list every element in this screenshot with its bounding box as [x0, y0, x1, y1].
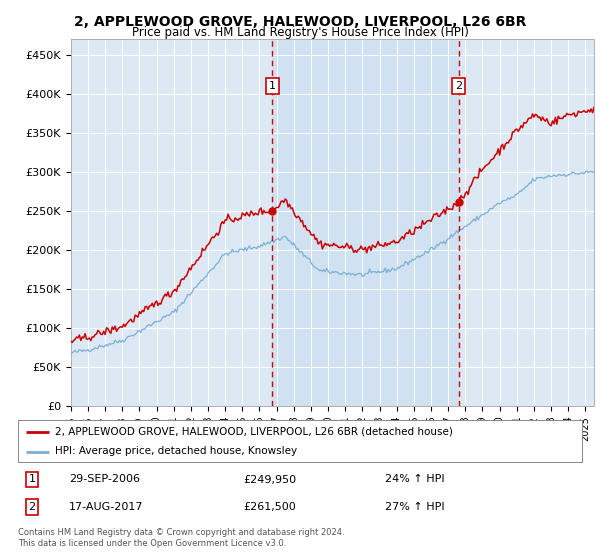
Text: 1: 1 — [29, 474, 35, 484]
Text: Price paid vs. HM Land Registry's House Price Index (HPI): Price paid vs. HM Land Registry's House … — [131, 26, 469, 39]
Text: 29-SEP-2006: 29-SEP-2006 — [69, 474, 140, 484]
Text: 2: 2 — [455, 81, 463, 91]
Text: 2, APPLEWOOD GROVE, HALEWOOD, LIVERPOOL, L26 6BR: 2, APPLEWOOD GROVE, HALEWOOD, LIVERPOOL,… — [74, 15, 526, 29]
Text: 24% ↑ HPI: 24% ↑ HPI — [385, 474, 444, 484]
Bar — [272, 39, 459, 406]
Text: £249,950: £249,950 — [244, 474, 297, 484]
Text: 17-AUG-2017: 17-AUG-2017 — [69, 502, 143, 512]
Text: 2, APPLEWOOD GROVE, HALEWOOD, LIVERPOOL, L26 6BR (detached house): 2, APPLEWOOD GROVE, HALEWOOD, LIVERPOOL,… — [55, 427, 452, 437]
Text: £261,500: £261,500 — [244, 502, 296, 512]
Text: Contains HM Land Registry data © Crown copyright and database right 2024.
This d: Contains HM Land Registry data © Crown c… — [18, 528, 344, 548]
Text: 1: 1 — [269, 81, 276, 91]
Text: HPI: Average price, detached house, Knowsley: HPI: Average price, detached house, Know… — [55, 446, 297, 456]
Text: 27% ↑ HPI: 27% ↑ HPI — [385, 502, 444, 512]
Text: 2: 2 — [29, 502, 35, 512]
